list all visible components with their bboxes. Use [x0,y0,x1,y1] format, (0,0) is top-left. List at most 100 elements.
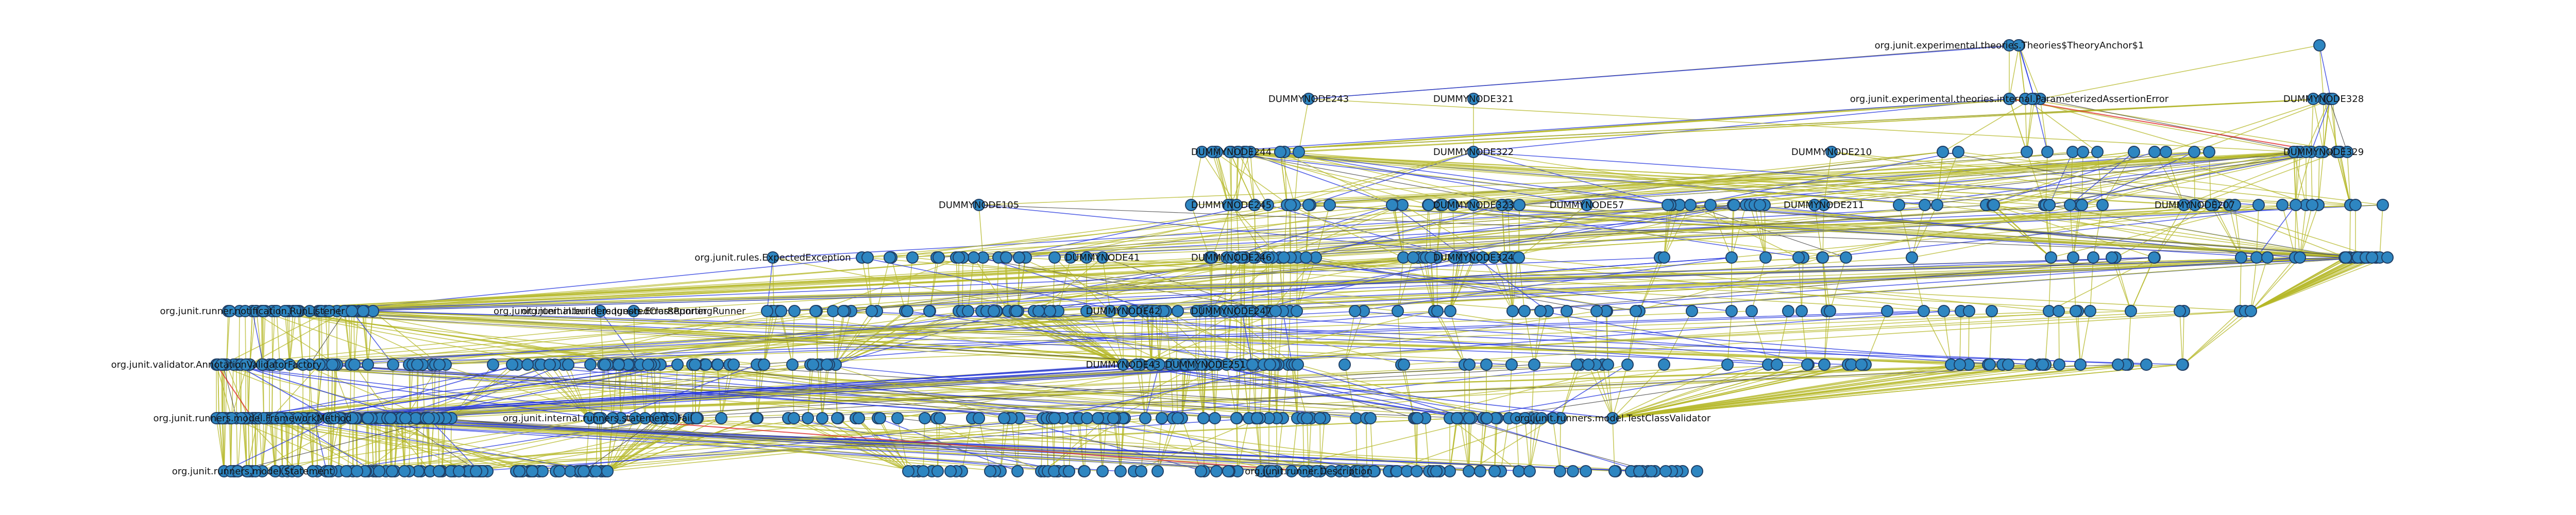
graph-edge [1803,204,2103,258]
graph-edge [366,364,1809,419]
graph-edge [439,364,613,419]
graph-edge [1181,364,1185,419]
graph-edge [583,418,659,472]
graph-node [584,358,597,371]
graph-edge [367,311,374,365]
graph-edge [1413,204,1735,258]
graph-edge [2319,45,2324,99]
graph-edge [843,311,2147,365]
graph-node [387,358,399,371]
graph-edge [439,311,1215,365]
graph-edge [1612,364,2119,419]
graph-node [373,465,385,477]
graph-edge [539,418,1174,472]
graph-node [422,412,435,424]
graph-node [348,358,361,371]
graph-edge [1486,364,1849,419]
graph-node [1135,465,1147,477]
graph-edge [262,418,267,472]
graph-edge [1117,418,1321,472]
graph-node [1684,199,1697,211]
graph-node [386,465,398,477]
graph-edge [1602,364,1613,419]
graph-edge [262,364,264,419]
graph-node [1398,358,1410,371]
graph-edge [216,418,225,472]
graph-edge [835,311,1009,365]
graph-edge [1627,311,1640,365]
graph-node [629,412,641,424]
graph-node [1262,251,1275,264]
node-label: DUMMYNODE57 [1550,200,1624,211]
graph-node [487,358,499,371]
graph-edge [282,418,452,472]
graph-edge [867,204,1711,258]
graph-node [1000,251,1012,264]
graph-node [346,412,359,424]
graph-node [1430,465,1443,477]
graph-edge [1534,311,1548,365]
node-label: org.junit.rules.ExpectedException [694,252,851,263]
graph-edge [216,364,232,419]
graph-edge [330,418,543,472]
graph-edge [1000,418,1009,472]
graph-edge [328,311,834,365]
graph-edge [245,311,246,365]
graph-edge [228,257,2300,312]
graph-edge [1402,204,1846,258]
graph-edge [2081,151,2324,205]
graph-edge [426,418,430,472]
graph-node [1048,465,1060,477]
graph-node [1092,412,1104,424]
graph-edge [248,418,250,472]
graph-edge [1297,364,1496,419]
graph-edge [410,364,678,419]
graph-edge [2040,45,2320,99]
graph-edge [309,364,313,419]
graph-edge [2250,257,2366,312]
graph-node [1291,305,1303,317]
graph-edge [1270,257,1316,312]
graph-node [2205,199,2217,211]
graph-node [1080,251,1093,264]
graph-edge [312,418,313,472]
graph-node [578,465,590,477]
graph-edge [1494,257,1513,312]
graph-node [786,358,799,371]
graph-edge [1612,364,2183,419]
graph-edge [1507,151,1943,205]
graph-edge [272,311,275,365]
graph-edge [280,418,597,472]
graph-node [1561,305,1573,317]
graph-node [1302,93,1315,105]
graph-node [1488,465,1501,477]
graph-edge [1595,364,1613,419]
graph-node [866,305,878,317]
graph-node [1151,465,1164,477]
graph-node [2176,358,2189,371]
graph-edge [1018,257,1232,312]
graph-edge [226,364,249,419]
graph-edge [590,311,1164,365]
graph-node [362,412,374,424]
graph-edge [1004,204,1520,258]
graph-node [1519,412,1531,424]
graph-node [1567,465,1579,477]
graph-node [902,465,914,477]
graph-edge [889,204,1295,258]
graph-edge [2009,98,2027,152]
graph-node [788,305,801,317]
graph-edge [1560,418,1561,472]
graph-edge [1612,364,1808,419]
graph-edge [275,418,278,472]
graph-edge [2329,98,2348,152]
graph-node [1114,465,1127,477]
graph-edge [2081,151,2195,205]
graph-edge [1402,204,1495,258]
graph-node [506,358,518,371]
graph-node [599,358,611,371]
graph-node [1314,412,1326,424]
graph-edge [2009,98,2301,152]
graph-edge [2182,311,2251,365]
graph-node [1349,305,1361,317]
